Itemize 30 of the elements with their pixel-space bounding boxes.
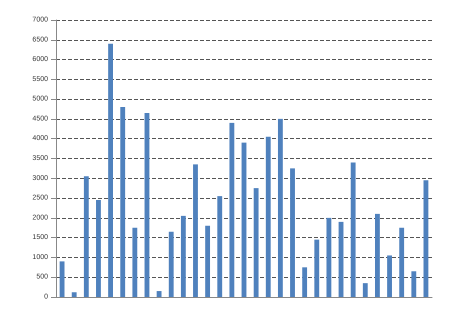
bar — [132, 228, 138, 297]
bar — [350, 162, 356, 297]
bar — [374, 214, 380, 297]
bar — [193, 164, 198, 297]
bar — [362, 283, 368, 297]
bar — [180, 216, 186, 297]
bar — [266, 136, 271, 297]
bar — [302, 267, 308, 297]
bar — [205, 226, 210, 297]
bar — [144, 112, 150, 297]
bar — [156, 291, 162, 297]
bar — [290, 168, 295, 297]
bar — [84, 176, 89, 297]
bar — [217, 196, 222, 297]
bar — [60, 261, 64, 297]
bar — [229, 122, 234, 297]
bar — [314, 240, 320, 297]
bar — [424, 180, 428, 297]
bar — [254, 188, 259, 297]
bar — [399, 228, 404, 297]
bar — [387, 255, 392, 297]
bar — [326, 218, 332, 297]
bar — [338, 222, 344, 297]
bar — [411, 271, 416, 297]
bar — [96, 200, 101, 297]
bar — [168, 232, 174, 297]
bar — [120, 107, 126, 297]
bar — [242, 142, 246, 297]
bar — [108, 44, 114, 297]
bar — [278, 118, 283, 297]
